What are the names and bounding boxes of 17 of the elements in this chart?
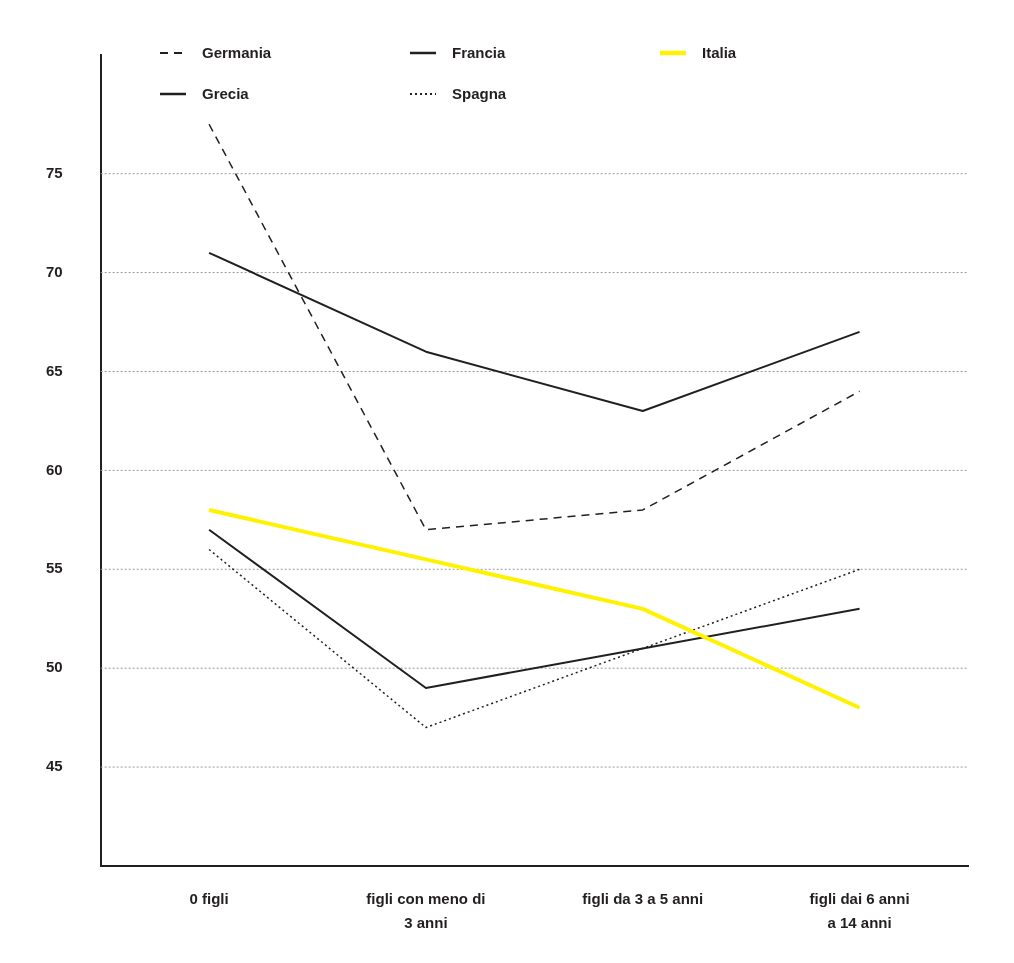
y-tick-label: 70 xyxy=(46,262,63,280)
y-tick-label: 55 xyxy=(46,559,63,577)
y-tick-label: 45 xyxy=(46,757,63,775)
x-tick-label: 0 figli xyxy=(189,890,229,908)
y-tick-label: 75 xyxy=(46,163,63,181)
y-tick-label: 50 xyxy=(46,658,63,676)
legend-label: Germania xyxy=(202,44,272,61)
line-series xyxy=(208,123,861,531)
x-tick-label: figli con meno di 3 anni xyxy=(366,890,486,932)
legend-label: Italia xyxy=(702,44,737,61)
y-tick-label: 60 xyxy=(46,460,63,478)
y-tick-label: 65 xyxy=(46,361,63,379)
legend-label: Grecia xyxy=(202,85,249,102)
legend-label: Spagna xyxy=(452,85,507,102)
legend-label: Francia xyxy=(452,44,506,61)
x-tick-label: figli da 3 a 5 anni xyxy=(582,890,704,908)
x-tick-label: figli dai 6 anni a 14 anni xyxy=(809,890,910,932)
